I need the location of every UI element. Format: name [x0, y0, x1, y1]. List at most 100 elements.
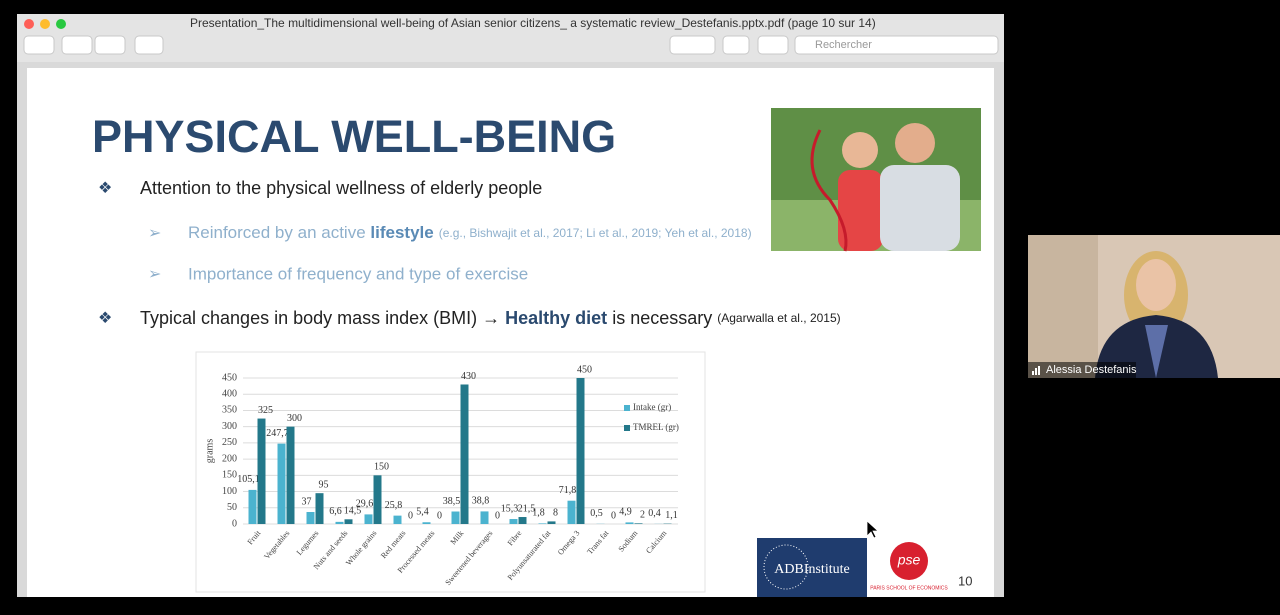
y-tick-label: 100 — [222, 486, 237, 497]
bar — [373, 475, 382, 524]
data-label: 25,8 — [385, 500, 403, 511]
pse-logo-text: pse — [897, 552, 921, 568]
slide-title: PHYSICAL WELL-BEING — [92, 111, 616, 162]
legend-label: Intake (gr) — [633, 402, 671, 412]
sub-bullet-marker: ➢ — [148, 225, 161, 242]
y-tick-label: 50 — [227, 502, 237, 513]
sub-bullet-marker: ➢ — [148, 266, 161, 283]
data-label: 247,7 — [266, 428, 289, 439]
pse-caption: PARIS SCHOOL OF ECONOMICS — [870, 585, 948, 591]
share-button[interactable] — [134, 35, 164, 55]
zoom-button[interactable] — [56, 19, 66, 29]
bullet-text: Typical changes in body mass index (BMI)… — [140, 308, 841, 328]
minimize-button[interactable] — [40, 19, 50, 29]
data-label: 5,4 — [416, 507, 429, 518]
data-label: 95 — [319, 479, 329, 490]
y-tick-label: 450 — [222, 372, 237, 383]
bullet-marker: ❖ — [98, 310, 112, 327]
bar — [364, 514, 373, 524]
data-label: 38,8 — [472, 496, 490, 507]
zoom-in-button[interactable] — [94, 35, 126, 55]
data-label: 1,1 — [665, 510, 678, 521]
adbi-logo — [757, 538, 867, 597]
y-tick-label: 250 — [222, 437, 237, 448]
bar — [634, 523, 643, 524]
markup-button[interactable] — [669, 35, 716, 55]
bar — [422, 522, 431, 524]
data-label: 325 — [258, 405, 273, 416]
y-tick-label: 0 — [232, 518, 237, 529]
bar — [286, 426, 295, 524]
citation: (Agarwalla et al., 2015) — [717, 311, 840, 325]
bar — [547, 521, 556, 524]
text: Reinforced by an active — [188, 223, 370, 242]
data-label: 0,4 — [648, 508, 661, 519]
bar — [277, 443, 286, 524]
participant-video — [1028, 235, 1280, 378]
bar — [509, 519, 518, 524]
bar — [567, 500, 576, 524]
data-label: 1,8 — [532, 508, 545, 519]
data-label: 0,5 — [590, 508, 603, 519]
bar — [480, 511, 489, 524]
bullet-text: Attention to the physical wellness of el… — [140, 178, 542, 198]
y-tick-label: 300 — [222, 421, 237, 432]
data-label: 38,5 — [443, 496, 461, 507]
bar — [335, 521, 344, 524]
window-title: Presentation_The multidimensional well-b… — [190, 16, 876, 30]
bar — [625, 522, 634, 524]
data-label: 21,5 — [518, 503, 536, 514]
data-label: 2 — [640, 510, 645, 521]
close-button[interactable] — [24, 19, 34, 29]
data-label: 8 — [553, 508, 558, 519]
data-label: 29,6 — [356, 499, 374, 510]
y-tick-label: 400 — [222, 389, 237, 400]
emphasis: lifestyle — [370, 223, 433, 242]
bar — [344, 519, 353, 524]
data-label: 71,8 — [559, 485, 577, 496]
adbi-logo-text: ADBInstitute — [774, 562, 849, 577]
bar — [315, 493, 324, 524]
bar — [393, 515, 402, 524]
bar — [257, 418, 266, 524]
zoom-out-button[interactable] — [61, 35, 93, 55]
y-tick-label: 350 — [222, 405, 237, 416]
sub-bullet-text: Importance of frequency and type of exer… — [188, 264, 528, 283]
bar — [460, 384, 469, 524]
annotate-button[interactable] — [757, 35, 789, 55]
data-label: 37 — [302, 496, 312, 507]
legend-label: TMREL (gr) — [633, 422, 679, 432]
data-label: 0 — [495, 510, 500, 521]
sidebar-button[interactable] — [23, 35, 55, 55]
data-label: 105,1 — [237, 474, 260, 485]
bar — [518, 517, 527, 524]
y-tick-label: 150 — [222, 470, 237, 481]
bar — [306, 511, 315, 524]
data-label: 14,5 — [344, 506, 362, 517]
legend-swatch — [624, 405, 630, 411]
bar — [451, 511, 460, 524]
sub-bullet-text: Reinforced by an active lifestyle (e.g., … — [188, 223, 752, 242]
chart-frame — [195, 351, 706, 593]
data-label: 0 — [408, 510, 413, 521]
data-label: 430 — [461, 371, 476, 382]
slide-photo — [771, 108, 981, 252]
participant-name: Alessia Destefanis — [1046, 364, 1137, 376]
bullet-marker: ❖ — [98, 180, 112, 197]
data-label: 6,6 — [329, 506, 342, 517]
rotate-button[interactable] — [722, 35, 750, 55]
citation: (e.g., Bishwajit et al., 2017; Li et al.… — [439, 226, 752, 240]
y-tick-label: 200 — [222, 453, 237, 464]
data-label: 450 — [577, 364, 592, 375]
data-label: 300 — [287, 413, 302, 424]
mouse-cursor — [866, 520, 880, 539]
data-label: 15,3 — [501, 503, 519, 514]
search-field[interactable] — [794, 35, 999, 55]
data-label: 0 — [611, 510, 616, 521]
data-label: 4,9 — [619, 507, 632, 518]
data-label: 0 — [437, 510, 442, 521]
data-label: 150 — [374, 462, 389, 473]
toolbar — [23, 35, 999, 55]
